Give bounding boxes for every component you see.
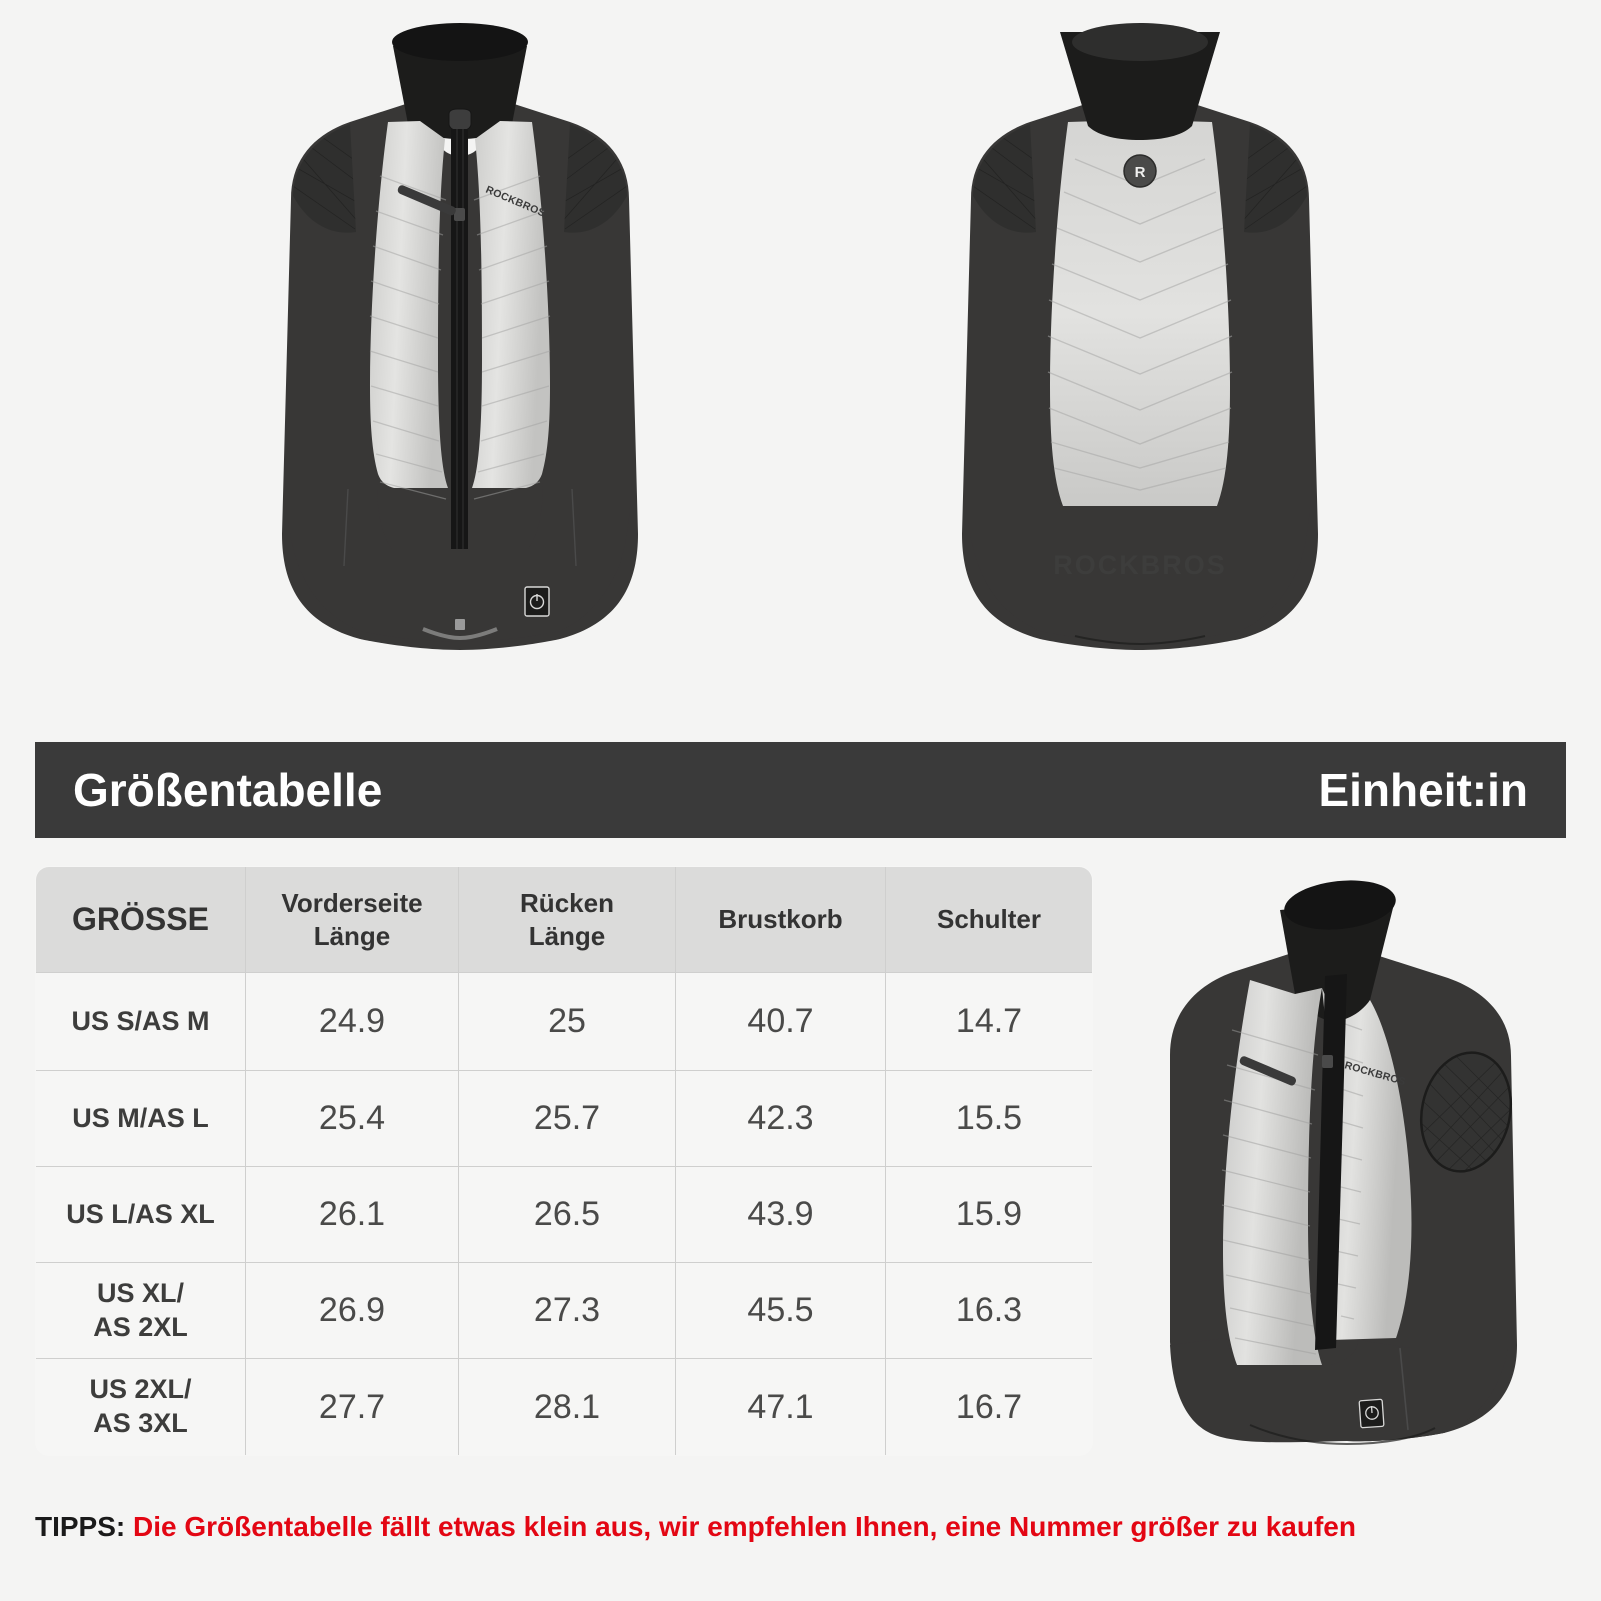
svg-text:ROCKBROS: ROCKBROS <box>1053 550 1227 580</box>
svg-text:R: R <box>1135 164 1146 181</box>
